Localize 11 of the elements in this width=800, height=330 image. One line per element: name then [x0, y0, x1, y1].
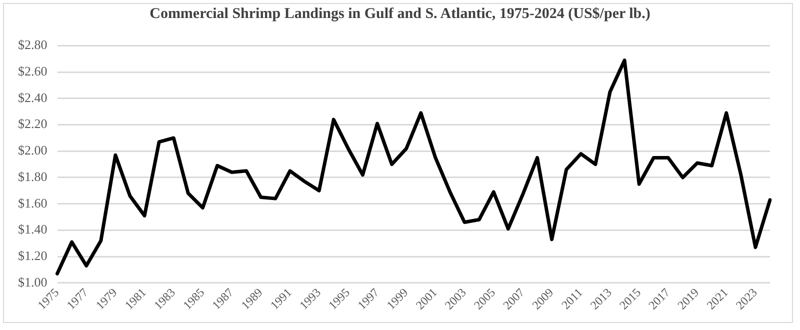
- y-tick-label: $2.60: [18, 64, 48, 79]
- y-tick-label: $1.00: [18, 274, 48, 290]
- y-tick-label: $1.80: [18, 168, 48, 184]
- y-tick-label: $2.20: [18, 116, 48, 132]
- y-tick-label: $1.60: [18, 195, 48, 210]
- y-tick-label: $2.80: [18, 37, 48, 52]
- chart-title: Commercial Shrimp Landings in Gulf and S. Atlantic, 1975-2024 (US$/per lb.): [148, 6, 652, 23]
- y-tick-label: $2.00: [18, 142, 48, 158]
- y-tick-label: $1.40: [18, 222, 48, 237]
- y-tick-label: $2.40: [18, 90, 48, 105]
- y-tick-label: $1.20: [18, 248, 48, 263]
